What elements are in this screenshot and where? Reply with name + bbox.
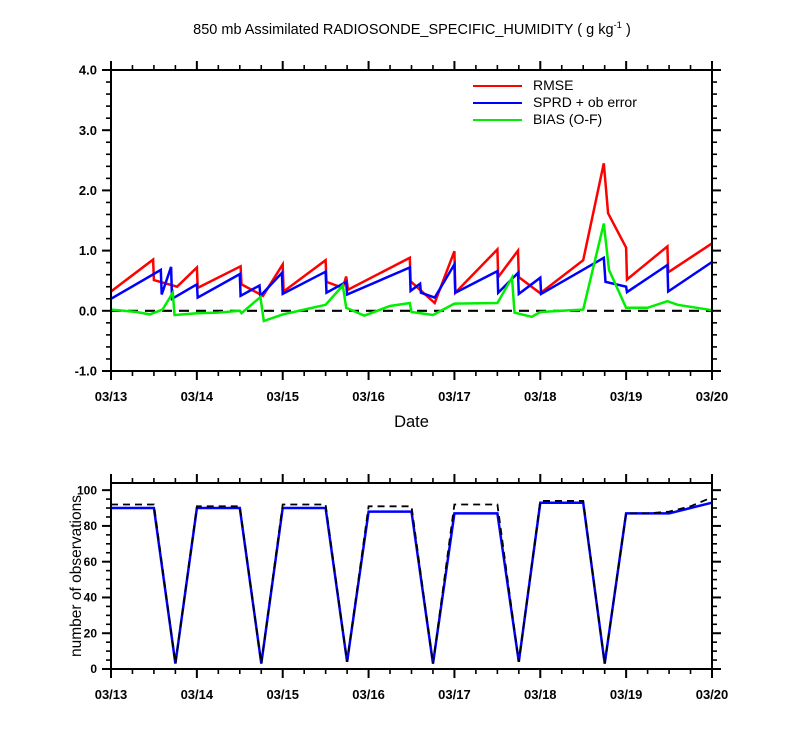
y-tick-label: 1.0 [79, 243, 97, 258]
x-tick-label: 03/15 [266, 389, 299, 404]
rmse-legend-line [473, 84, 522, 87]
rmse-legend-label: RMSE [533, 77, 574, 93]
legend-entry-bias: BIAS (O-F) [473, 111, 637, 128]
y-tick-label: 100 [77, 483, 97, 497]
sprd-ob-error-series-line [110, 255, 713, 301]
y-tick-label: -1.0 [75, 364, 97, 379]
observations-used-series-line [111, 501, 713, 664]
x-tick-label: 03/20 [696, 389, 729, 404]
x-tick-label: 03/14 [181, 389, 214, 404]
y-tick-label: 4.0 [79, 63, 97, 78]
sprd-legend-line [473, 101, 522, 104]
y-tick-label: 0 [90, 662, 97, 676]
y-tick-label: 20 [84, 626, 98, 640]
y-tick-label: 80 [84, 519, 98, 533]
x-tick-label: 03/13 [95, 687, 128, 702]
y-tick-label: 3.0 [79, 123, 97, 138]
chart-title-suffix: ) [621, 21, 631, 38]
x-tick-label: 03/18 [524, 687, 557, 702]
y-tick-label: 40 [84, 591, 98, 605]
x-tick-label: 03/16 [352, 389, 385, 404]
y-tick-label: 0.0 [79, 303, 97, 318]
observations-possible-series-line [111, 496, 713, 664]
legend-entry-rmse: RMSE [473, 77, 637, 94]
bias-legend-line [473, 118, 522, 121]
x-tick-label: 03/15 [266, 687, 299, 702]
bias-legend-label: BIAS (O-F) [533, 111, 603, 127]
chart-title-text: 850 mb Assimilated RADIOSONDE_SPECIFIC_H… [193, 21, 614, 38]
bias-o-f--series-line [110, 223, 713, 323]
y-tick-label: 60 [84, 555, 98, 569]
x-tick-label: 03/17 [438, 687, 471, 702]
legend: RMSE SPRD + ob error BIAS (O-F) [473, 77, 637, 128]
x-tick-label: 03/17 [438, 389, 471, 404]
x-tick-label: 03/14 [181, 687, 214, 702]
y-tick-label: 2.0 [79, 183, 97, 198]
x-tick-label: 03/20 [696, 687, 729, 702]
legend-entry-sprd: SPRD + ob error [473, 94, 637, 111]
x-tick-label: 03/13 [95, 389, 128, 404]
y-axis-title-bottom-panel: number of observations [68, 495, 85, 657]
x-tick-label: 03/18 [524, 389, 557, 404]
x-tick-label: 03/19 [610, 687, 643, 702]
chart-title-superscript: -1 [613, 20, 622, 31]
chart-title: 850 mb Assimilated RADIOSONDE_SPECIFIC_H… [12, 20, 800, 38]
x-axis-title: Date [394, 413, 429, 431]
x-tick-label: 03/16 [352, 687, 385, 702]
sprd-legend-label: SPRD + ob error [533, 94, 637, 110]
x-tick-label: 03/19 [610, 389, 643, 404]
